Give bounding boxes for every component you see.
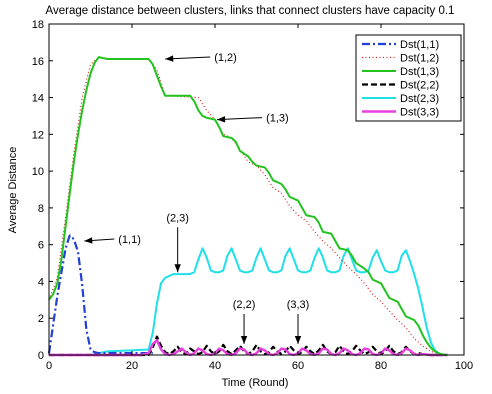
x-axis: 0 20 40 60 80 100: [46, 24, 473, 372]
annotation-label: (2,3): [166, 212, 189, 224]
annotation-label: (3,3): [287, 299, 310, 311]
x-tick-label: 100: [455, 360, 473, 372]
x-tick-label: 60: [292, 360, 304, 372]
y-axis-label: Average Distance: [7, 147, 19, 234]
legend-label: Dst(2,3): [400, 93, 439, 105]
annotation-arrowhead: [84, 237, 93, 244]
annotation-arrowhead: [294, 335, 302, 344]
annotation-label: (1,1): [118, 234, 141, 246]
y-tick-label: 8: [38, 203, 44, 215]
legend-box: [355, 34, 462, 122]
annotation-arrowhead: [165, 55, 174, 62]
annotation-arrowhead: [174, 264, 181, 273]
y-tick-label: 12: [32, 129, 44, 141]
x-tick-label: 80: [375, 360, 387, 372]
plot-series: [47, 56, 448, 357]
y-tick-label: 10: [32, 166, 44, 178]
series-line-dst33: [49, 339, 448, 357]
chart-title: Average distance between clusters, links…: [46, 5, 455, 17]
annotation-label: (2,2): [233, 299, 256, 311]
annotation-label: (1,3): [266, 113, 289, 125]
x-tick-label: 20: [126, 360, 138, 372]
series-line-dst22: [49, 335, 448, 357]
legend-label: Dst(1,2): [400, 53, 439, 65]
annotations: (1,1) (1,2) (1,3) (2,3) (2,2) (3,3): [84, 52, 309, 344]
annotation-arrowhead: [240, 335, 248, 344]
legend: Dst(1,1) Dst(1,2)Dst(1,3) Dst(2,2)Dst(2,3)…: [355, 34, 462, 122]
y-tick-label: 14: [32, 93, 44, 105]
y-tick-label: 18: [32, 19, 44, 31]
legend-label: Dst(3,3): [400, 107, 439, 119]
annotation-label: (1,2): [214, 52, 237, 64]
legend-label: Dst(1,3): [400, 66, 439, 78]
series-line-dst13: [48, 56, 448, 356]
x-axis-label: Time (Round): [222, 377, 289, 389]
y-tick-label: 0: [38, 350, 44, 362]
y-tick-label: 16: [32, 56, 44, 68]
x-tick-label: 0: [46, 360, 52, 372]
legend-label: Dst(1,1): [400, 39, 439, 51]
y-tick-label: 6: [38, 240, 44, 252]
plot-frame: [48, 23, 465, 356]
series-line-dst23: [49, 247, 448, 356]
series-line-dst11: [47, 234, 153, 355]
y-tick-label: 4: [38, 276, 44, 288]
annotation-arrowhead: [217, 116, 226, 123]
x-tick-label: 40: [209, 360, 221, 372]
y-axis: 0 2 4 6 8 10 12 14 16 18: [32, 19, 464, 362]
legend-label: Dst(2,2): [400, 80, 439, 92]
y-tick-label: 2: [38, 313, 44, 325]
